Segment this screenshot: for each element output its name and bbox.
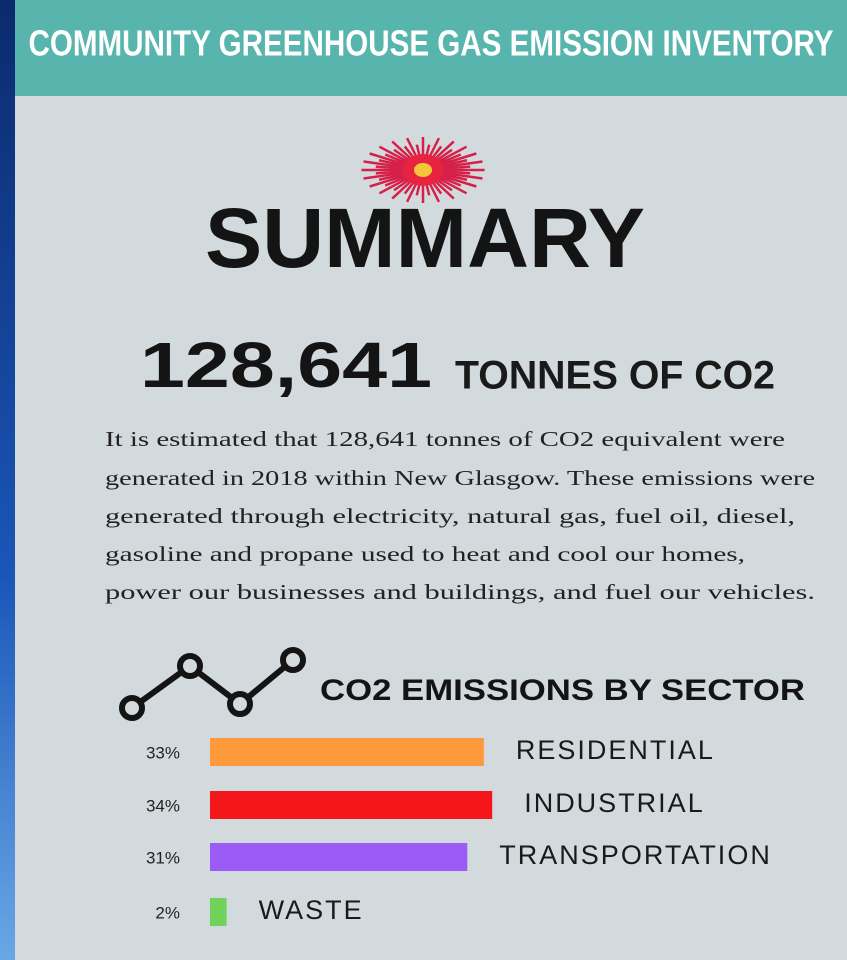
- category-label: TRANSPORTATION: [499, 840, 772, 870]
- summary-line: generated through electricity, natural g…: [105, 504, 795, 528]
- chart-title: CO2 EMISSIONS BY SECTOR: [320, 674, 805, 707]
- bar: [210, 898, 227, 926]
- summary-line: It is estimated that 128,641 tonnes of C…: [105, 427, 785, 451]
- category-label: WASTE: [259, 895, 364, 925]
- value-label: 34%: [146, 796, 180, 815]
- bar: [210, 843, 468, 871]
- header-band: [15, 0, 847, 96]
- category-label: INDUSTRIAL: [524, 788, 705, 818]
- value-label: 2%: [155, 903, 180, 922]
- header-title: COMMUNITY GREENHOUSE GAS EMISSION INVENT…: [29, 23, 834, 64]
- total-value: 128,641: [140, 329, 432, 401]
- value-label: 31%: [146, 848, 180, 867]
- value-label: 33%: [146, 743, 180, 762]
- bar: [210, 791, 493, 819]
- logo: [361, 137, 485, 203]
- category-label: RESIDENTIAL: [516, 735, 715, 765]
- line-icon: [119, 647, 306, 721]
- summary-text: It is estimated that 128,641 tonnes of C…: [105, 427, 815, 604]
- summary-heading: SUMMARY: [205, 191, 645, 285]
- bar: [210, 738, 484, 766]
- summary-line: power our businesses and buildings, and …: [105, 580, 815, 604]
- total-unit: TONNES OF CO2: [455, 354, 775, 398]
- summary-line: gasoline and propane used to heat and co…: [105, 542, 745, 566]
- logo-emblem: [414, 163, 432, 177]
- summary-line: generated in 2018 within New Glasgow. Th…: [105, 466, 815, 490]
